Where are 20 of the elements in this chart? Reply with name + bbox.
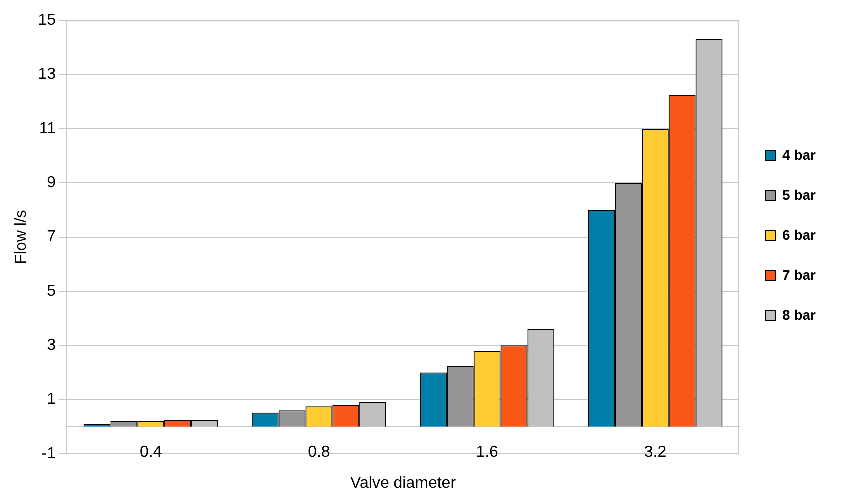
x-tick-label: 0.4 xyxy=(140,444,162,461)
x-tick-label: 0.8 xyxy=(308,444,330,461)
x-tick-label: 3.2 xyxy=(644,444,667,461)
y-tick-label: 1 xyxy=(47,391,56,408)
y-tick-label: -1 xyxy=(42,445,56,462)
x-axis-title: Valve diameter xyxy=(350,475,457,492)
x-tick-label: 1.6 xyxy=(476,444,499,461)
y-tick-label: 5 xyxy=(47,282,56,300)
y-axis-title: Flow l/s xyxy=(13,210,30,264)
y-tick-label: 11 xyxy=(39,120,56,138)
legend-label: 5 bar xyxy=(782,186,817,203)
legend-label: 4 bar xyxy=(782,146,817,163)
y-tick-label: 15 xyxy=(38,12,56,30)
y-tick-label: 3 xyxy=(47,337,56,354)
y-tick-label: 7 xyxy=(47,228,56,246)
y-tick-label: 9 xyxy=(47,174,56,192)
legend-label: 6 bar xyxy=(782,226,817,243)
y-tick-label: 13 xyxy=(38,66,56,84)
legend-label: 8 bar xyxy=(782,306,817,323)
legend-label: 7 bar xyxy=(782,266,817,283)
